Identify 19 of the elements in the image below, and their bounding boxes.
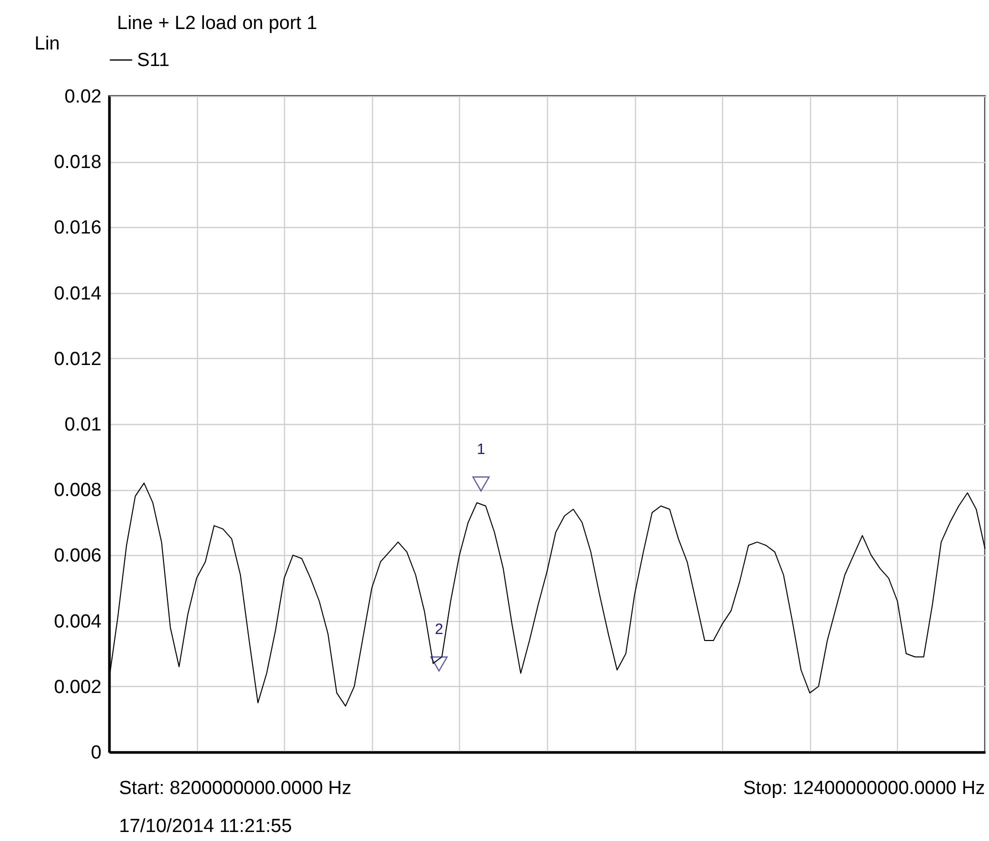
y-tick-label: 0.01 (64, 414, 102, 436)
y-tick-label: 0.008 (54, 480, 102, 502)
y-tick-label: 0.014 (54, 283, 102, 304)
chart-title: Line + L2 load on port 1 (117, 13, 318, 34)
annotation: 2 (434, 621, 444, 638)
y-tick-label: 0.004 (54, 611, 102, 632)
legend-label: S11 (137, 50, 170, 71)
y-axis-title: Lin (34, 34, 60, 54)
y-tick-label: 0.006 (54, 546, 102, 567)
y-tick-label: 0 (90, 742, 102, 764)
text: 17/10/2014 11:21:55 (119, 816, 292, 837)
annotation: 1 (476, 441, 486, 458)
text: Stop: 12400000000.0000 Hz (743, 778, 985, 799)
y-tick-label: 0.02 (64, 86, 102, 108)
y-tick-label: 0.018 (54, 152, 102, 174)
text: Start: 8200000000.0000 Hz (119, 778, 352, 799)
y-tick-label: 0.002 (54, 676, 102, 698)
y-tick-label: 0.012 (54, 348, 102, 370)
y-tick-label: 0.016 (54, 218, 102, 239)
